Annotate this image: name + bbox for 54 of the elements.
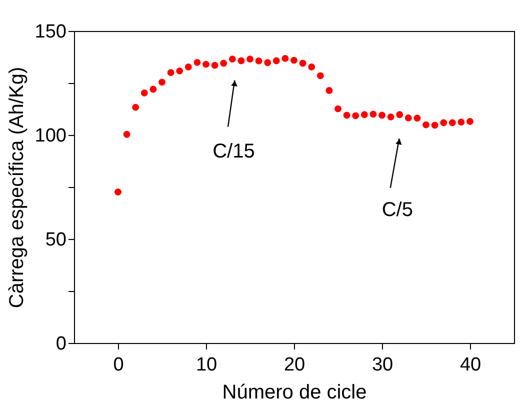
y-tick-label: 0 bbox=[56, 334, 66, 354]
point bbox=[431, 122, 438, 129]
point bbox=[326, 87, 333, 94]
point bbox=[440, 119, 448, 126]
point bbox=[220, 60, 228, 67]
point bbox=[150, 86, 157, 93]
point bbox=[396, 111, 404, 118]
point bbox=[132, 104, 140, 111]
point bbox=[299, 60, 306, 67]
y-tick-label: 150 bbox=[34, 22, 66, 42]
y-tick-label: 50 bbox=[45, 230, 66, 250]
x-tick-label: 30 bbox=[372, 354, 394, 376]
point bbox=[458, 118, 465, 126]
point bbox=[422, 121, 430, 128]
point bbox=[466, 118, 474, 125]
point bbox=[334, 105, 342, 112]
x-tick-label: 20 bbox=[284, 354, 306, 376]
point bbox=[264, 59, 272, 66]
point bbox=[414, 114, 421, 122]
point bbox=[176, 67, 184, 74]
x-tick-label: 40 bbox=[460, 354, 482, 376]
point bbox=[123, 130, 130, 138]
point bbox=[202, 60, 210, 68]
point bbox=[448, 119, 456, 126]
x-tick-label: 10 bbox=[196, 354, 218, 376]
point bbox=[290, 56, 298, 64]
point bbox=[404, 114, 412, 122]
point bbox=[352, 112, 360, 120]
x-tick-label: 0 bbox=[113, 354, 124, 376]
point bbox=[238, 57, 245, 64]
point bbox=[343, 112, 350, 119]
point bbox=[140, 90, 148, 96]
point bbox=[316, 72, 324, 80]
point bbox=[158, 78, 166, 86]
point bbox=[370, 110, 377, 118]
point bbox=[255, 57, 262, 64]
point bbox=[308, 64, 316, 70]
point bbox=[194, 58, 201, 66]
point bbox=[167, 69, 174, 76]
annotation: C/15 bbox=[212, 140, 255, 162]
point bbox=[360, 111, 368, 118]
point bbox=[387, 113, 394, 120]
point bbox=[228, 56, 236, 63]
point bbox=[378, 112, 386, 119]
y-axis-title: Càrrega específica (Ah/Kg) bbox=[6, 66, 28, 308]
point bbox=[272, 57, 280, 64]
x-axis-title: Número de cicle bbox=[222, 382, 367, 404]
point bbox=[282, 55, 289, 62]
point bbox=[211, 62, 218, 69]
point bbox=[246, 56, 254, 63]
y-tick-label: 100 bbox=[34, 126, 66, 146]
point bbox=[184, 64, 192, 70]
annotation: C/5 bbox=[382, 198, 413, 221]
point bbox=[114, 188, 122, 196]
